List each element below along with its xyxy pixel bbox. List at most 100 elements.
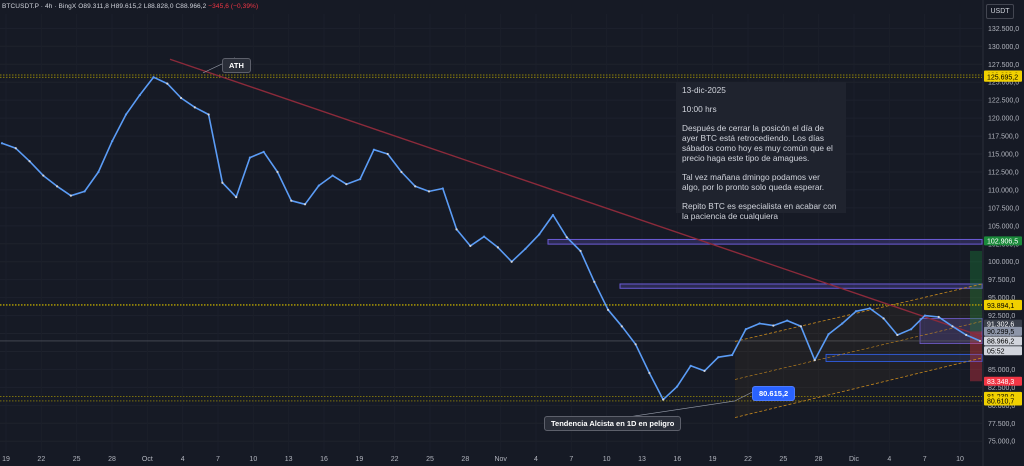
price-label-text: 91.302,6 [987, 322, 1014, 329]
y-tick-label: 85.000,0 [988, 367, 1015, 374]
price-point [111, 139, 114, 143]
price-point [414, 185, 417, 188]
symbol-header: BTCUSDT.P · 4h · BingX O89.311,8 H89.615… [2, 3, 258, 10]
price-point [827, 333, 830, 336]
price-label-box [984, 319, 1022, 329]
price-point [524, 247, 527, 250]
channel-fill [735, 283, 982, 418]
price-label-text: 80.610,7 [987, 398, 1014, 405]
price-point [496, 246, 499, 249]
price-point [262, 150, 265, 153]
price-point [441, 187, 444, 190]
ath-callout[interactable]: ATH [222, 58, 251, 73]
target-profit-zone [970, 250, 982, 332]
y-tick-label: 97.500,0 [988, 277, 1015, 284]
price-label-box [984, 396, 1022, 406]
price-point [813, 358, 816, 362]
price-point [469, 244, 472, 248]
x-tick-label: Dic [849, 456, 860, 463]
y-tick-label: 77.500,0 [988, 421, 1015, 428]
y-tick-label: 75.000,0 [988, 439, 1015, 446]
horizontal-levels [0, 74, 982, 402]
price-point [290, 199, 293, 202]
price-point [372, 148, 376, 151]
analysis-note[interactable]: 13-dic-2025 10:00 hrs Después de cerrar … [676, 82, 846, 221]
price-point [138, 94, 141, 97]
x-tick-label: Oct [142, 456, 153, 463]
price-label-text: 05:52 [987, 348, 1005, 355]
price-point [28, 160, 31, 163]
price-point [0, 142, 4, 145]
price-point [758, 322, 761, 325]
price-point [606, 308, 610, 311]
y-tick-label: 80.000,0 [988, 403, 1015, 410]
price-point [221, 181, 224, 184]
ascending-channel [734, 283, 983, 418]
price-point [910, 328, 913, 331]
close-value: C88.966,2 [175, 3, 207, 10]
price-point [303, 203, 307, 206]
descending-trendline-line [169, 58, 983, 338]
note-paragraph-1: Después de cerrar la posicón el día de a… [682, 123, 833, 163]
symbol-name[interactable]: BTCUSDT.P · 4h · BingX [2, 3, 77, 10]
x-tick-label: 7 [923, 456, 927, 463]
price-label-text: 90.299,5 [987, 329, 1014, 336]
x-tick-label: 28 [108, 456, 116, 463]
x-tick-label: 19 [709, 456, 717, 463]
x-tick-label: 4 [181, 456, 185, 463]
note-paragraph-3: Repito BTC es especialista en acabar con… [682, 201, 837, 221]
trend-warning-callout[interactable]: Tendencia Alcista en 1D en peligro [544, 416, 682, 431]
open-value: O89.311,8 [78, 3, 110, 10]
price-point [965, 333, 968, 337]
price-point [179, 96, 183, 100]
price-point [386, 152, 389, 156]
y-tick-label: 125.000,0 [988, 80, 1019, 87]
x-tick-label: 19 [355, 456, 363, 463]
channel-upper-line [734, 283, 983, 342]
x-tick-label: 22 [37, 456, 45, 463]
price-point [937, 315, 940, 319]
y-tick-label: 112.500,0 [988, 169, 1019, 176]
price-point [193, 106, 196, 109]
high-value: H89.615,2 [110, 3, 142, 10]
x-tick-label: 10 [603, 456, 611, 463]
price-point [276, 170, 279, 174]
price-point [593, 280, 596, 283]
currency-button[interactable]: USDT [986, 4, 1014, 19]
change-value: −345,6 (−0,39%) [208, 3, 259, 10]
price-point [455, 228, 458, 231]
price-point [207, 113, 210, 116]
price-point [786, 319, 789, 322]
price-point [579, 249, 582, 253]
price-point [152, 76, 155, 79]
price-point [662, 398, 665, 401]
price-point [648, 371, 651, 375]
price-point [730, 353, 734, 357]
price-point [689, 364, 692, 367]
price-point [634, 343, 637, 346]
y-tick-label: 132.500,0 [988, 26, 1019, 33]
price-label-box [984, 326, 1022, 336]
x-tick-label: 16 [673, 456, 681, 463]
price-label-text: 102.906,5 [987, 238, 1018, 245]
price-point [551, 213, 555, 217]
price-point [166, 82, 169, 85]
price-labels: 126.008,6125.695,2102.906,594.058,793.89… [984, 70, 1022, 406]
price-point [620, 325, 623, 328]
y-tick-label: 115.000,0 [988, 152, 1019, 159]
price-label-box [984, 301, 1022, 311]
price-point [400, 170, 403, 174]
price-point [772, 324, 775, 327]
x-tick-label: 7 [569, 456, 573, 463]
price-point [427, 190, 431, 193]
price-point [841, 322, 844, 325]
x-tick-label: 10 [249, 456, 257, 463]
price-point [799, 325, 803, 328]
note-paragraph-2: Tal vez mañana dmingo podamos ver algo, … [682, 172, 825, 192]
price-label-text: 83.348,3 [987, 379, 1014, 386]
low-price-callout[interactable]: 80.615,2 [752, 386, 796, 401]
price-series [0, 76, 982, 401]
x-tick-label: 4 [534, 456, 538, 463]
price-point [359, 178, 362, 181]
